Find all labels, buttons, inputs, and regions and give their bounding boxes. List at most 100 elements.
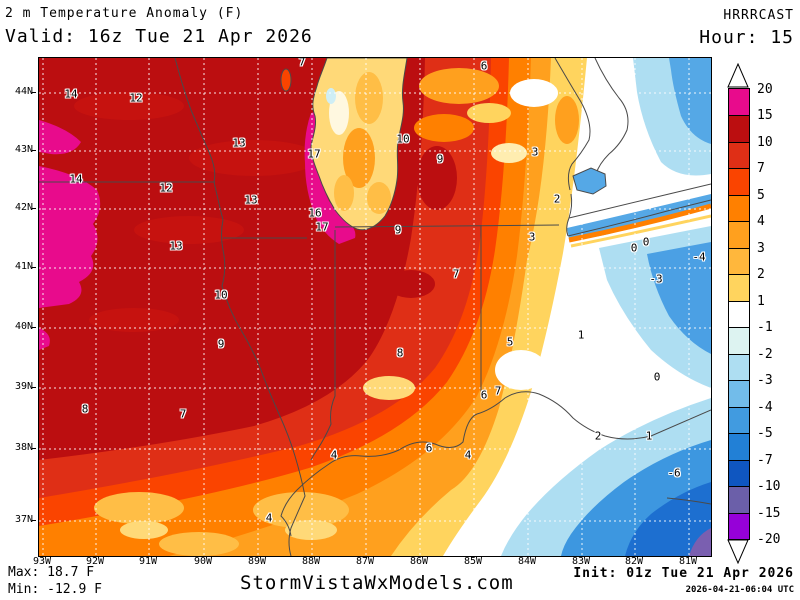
anomaly-value: 7 bbox=[179, 407, 187, 421]
anomaly-value: 10 bbox=[214, 288, 228, 302]
lat-tick bbox=[32, 387, 36, 388]
anomaly-value: 17 bbox=[315, 220, 329, 234]
scale-arrow-down-icon bbox=[727, 539, 749, 564]
anomaly-value: 10 bbox=[396, 132, 410, 146]
color-scale-segments bbox=[728, 88, 750, 540]
lon-tick-label: 91W bbox=[138, 556, 158, 567]
anomaly-value: 1 bbox=[645, 429, 653, 443]
lat-tick-label: 42N bbox=[14, 202, 33, 213]
anomaly-value: 13 bbox=[244, 193, 258, 207]
forecast-hour-label: Hour: 15 bbox=[699, 27, 794, 48]
site-branding: StormVistaWxModels.com bbox=[240, 572, 514, 594]
lat-tick bbox=[32, 448, 36, 449]
anomaly-value: 2 bbox=[553, 192, 561, 206]
lon-tick-label: 89W bbox=[247, 556, 267, 567]
anomaly-value: 4 bbox=[330, 448, 338, 462]
anomaly-value: 16 bbox=[308, 206, 322, 220]
lon-tick-label: 93W bbox=[32, 556, 52, 567]
anomaly-value: 2 bbox=[594, 429, 602, 443]
lat-tick bbox=[32, 150, 36, 151]
anomaly-field-graphic bbox=[39, 58, 711, 556]
colorbar-tick-label: -15 bbox=[757, 505, 781, 521]
colorbar-tick-label: 10 bbox=[757, 134, 773, 150]
lon-tick-label: 88W bbox=[301, 556, 321, 567]
color-scale-labels: 20 15 10 7 5 4 3 2 1 -1 -2 -3 -4 -5 -7 -10 -15 -20 bbox=[757, 83, 797, 546]
colorbar-segment bbox=[729, 486, 749, 513]
anomaly-value: 3 bbox=[528, 230, 536, 244]
color-scale: 20 15 10 7 5 4 3 2 1 -1 -2 -3 -4 -5 -7 -10 -15 -20 bbox=[727, 63, 799, 564]
scale-arrow-up-icon bbox=[727, 63, 749, 88]
anomaly-value: 7 bbox=[452, 267, 460, 281]
colorbar-tick-label: 1 bbox=[757, 293, 765, 309]
lon-tick-label: 87W bbox=[355, 556, 375, 567]
generated-timestamp: 2026-04-21-06:04 UTC bbox=[685, 585, 794, 595]
colorbar-segment bbox=[729, 194, 749, 222]
lat-tick-label: 43N bbox=[14, 144, 33, 155]
anomaly-value: 0 bbox=[653, 370, 661, 384]
lat-tick-label: 38N bbox=[14, 442, 33, 453]
anomaly-value: 9 bbox=[217, 337, 225, 351]
colorbar-segment bbox=[729, 353, 749, 381]
lon-tick-label: 81W bbox=[678, 556, 698, 567]
anomaly-map: 14 12 7 13 17 10 9 6 3 14 12 13 16 17 2 13 9 3 0 0 -4 7 -3 10 9 8… bbox=[38, 57, 712, 557]
colorbar-segment bbox=[729, 274, 749, 301]
colorbar-segment bbox=[729, 89, 749, 116]
anomaly-value: 7 bbox=[494, 384, 502, 398]
anomaly-value: 8 bbox=[81, 402, 89, 416]
page-title: 2 m Temperature Anomaly (F) bbox=[5, 6, 244, 21]
lon-tick-label: 86W bbox=[409, 556, 429, 567]
lat-tick bbox=[32, 208, 36, 209]
max-value-label: Max: 18.7 F bbox=[8, 565, 95, 580]
colorbar-segment bbox=[729, 141, 749, 169]
lon-tick-label: 83W bbox=[571, 556, 591, 567]
lat-tick bbox=[32, 520, 36, 521]
anomaly-value: 6 bbox=[425, 441, 433, 455]
colorbar-segment bbox=[729, 115, 749, 142]
colorbar-tick-label: -4 bbox=[757, 399, 773, 415]
lat-tick bbox=[32, 92, 36, 93]
colorbar-segment bbox=[729, 327, 749, 354]
colorbar-tick-label: 20 bbox=[757, 82, 773, 97]
colorbar-segment bbox=[729, 247, 749, 275]
colorbar-segment bbox=[729, 512, 749, 539]
anomaly-value: 6 bbox=[480, 388, 488, 402]
colorbar-tick-label: 7 bbox=[757, 161, 765, 177]
colorbar-tick-label: -1 bbox=[757, 320, 773, 336]
anomaly-value: -4 bbox=[692, 250, 706, 264]
colorbar-tick-label: -10 bbox=[757, 479, 781, 495]
colorbar-tick-label: -7 bbox=[757, 452, 773, 468]
state-borders bbox=[39, 58, 711, 556]
anomaly-value: 9 bbox=[394, 223, 402, 237]
colorbar-tick-label: 4 bbox=[757, 214, 765, 230]
colorbar-tick-label: 5 bbox=[757, 187, 765, 203]
anomaly-value: -3 bbox=[649, 272, 663, 286]
anomaly-value: 12 bbox=[129, 91, 143, 105]
colorbar-tick-label: 15 bbox=[757, 108, 773, 124]
colorbar-tick-label: -5 bbox=[757, 426, 773, 442]
lon-tick-label: 82W bbox=[624, 556, 644, 567]
colorbar-segment bbox=[729, 168, 749, 195]
colorbar-segment bbox=[729, 459, 749, 487]
anomaly-value: 17 bbox=[307, 147, 321, 161]
anomaly-value: 13 bbox=[169, 239, 183, 253]
lat-tick bbox=[32, 327, 36, 328]
init-time-label: Init: 01z Tue 21 Apr 2026 bbox=[573, 566, 794, 581]
anomaly-value: -6 bbox=[667, 466, 681, 480]
anomaly-value: 6 bbox=[480, 59, 488, 73]
colorbar-tick-label: -20 bbox=[757, 532, 781, 547]
colorbar-segment bbox=[729, 433, 749, 460]
anomaly-value: 0 bbox=[630, 241, 638, 255]
model-name-label: HRRRCAST bbox=[723, 8, 794, 23]
anomaly-value: 4 bbox=[464, 448, 472, 462]
anomaly-value: 3 bbox=[531, 145, 539, 159]
latitude-axis: 44N 43N 42N 41N 40N 39N 38N 37N bbox=[0, 57, 36, 555]
anomaly-value: 7 bbox=[298, 57, 306, 69]
lat-tick-label: 39N bbox=[14, 381, 33, 392]
lon-tick-label: 85W bbox=[463, 556, 483, 567]
colorbar-tick-label: -3 bbox=[757, 373, 773, 389]
anomaly-value: 9 bbox=[436, 152, 444, 166]
min-value-label: Min: -12.9 F bbox=[8, 582, 102, 597]
colorbar-tick-label: 3 bbox=[757, 240, 765, 256]
anomaly-value: 5 bbox=[506, 335, 514, 349]
